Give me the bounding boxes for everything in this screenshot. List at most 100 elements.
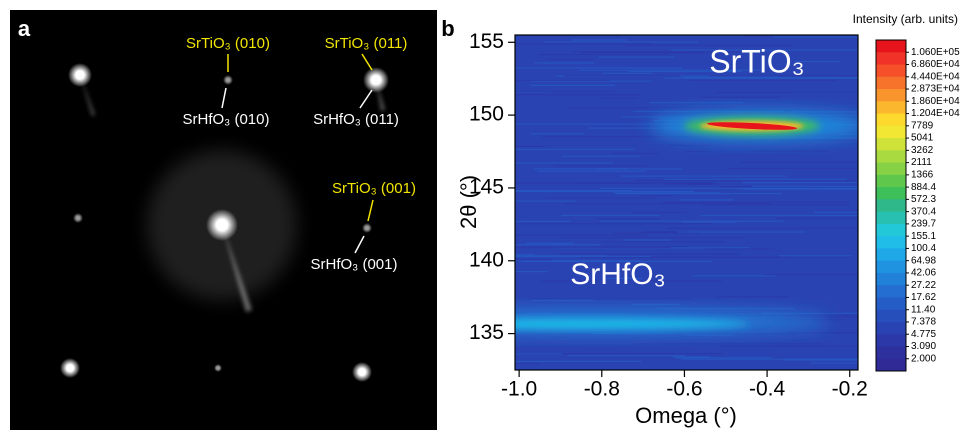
colorbar-swatch (876, 187, 906, 200)
y-tick-label: 155 (469, 30, 504, 53)
colorbar-label: 100.4 (911, 243, 936, 254)
noise-streak (602, 73, 652, 74)
noise-streak (689, 80, 837, 81)
colorbar-swatch (876, 163, 906, 176)
noise-streak (773, 36, 928, 37)
noise-streak (598, 218, 659, 219)
noise-streak (485, 256, 650, 257)
colorbar-swatch (876, 346, 906, 359)
noise-streak (633, 304, 680, 305)
colorbar-label: 884.4 (911, 182, 936, 193)
noise-streak (784, 359, 860, 360)
colorbar-label: 7.378 (911, 317, 936, 328)
noise-streak (716, 92, 861, 93)
colorbar-label: 5041 (911, 133, 934, 144)
x-tick-label: -0.6 (666, 378, 702, 401)
noise-streak (633, 111, 785, 112)
noise-streak (701, 215, 900, 216)
noise-streak (662, 202, 849, 203)
colorbar-swatch (876, 285, 906, 298)
x-tick-label: -0.2 (832, 378, 868, 401)
noise-streak (423, 94, 641, 95)
colorbar-label: 1.060E+05 (911, 47, 960, 58)
colorbar-label: 27.22 (911, 280, 936, 291)
colorbar-swatch (876, 261, 906, 274)
noise-streak (788, 111, 889, 112)
noise-streak (622, 175, 786, 176)
colorbar-label: 42.06 (911, 268, 936, 279)
noise-streak (616, 193, 781, 194)
colorbar-swatch (876, 101, 906, 114)
colorbar-swatch (876, 89, 906, 102)
colorbar-label: 239.7 (911, 219, 936, 230)
noise-streak (520, 223, 712, 224)
colorbar-label: 6.860E+04 (911, 59, 960, 70)
peak-annotation: SrTiO₃ (709, 43, 804, 79)
colorbar-swatch (876, 126, 906, 139)
noise-streak (633, 343, 821, 344)
colorbar-label: 11.40 (911, 304, 936, 315)
noise-streak (479, 162, 613, 163)
y-tick-label: 145 (469, 175, 504, 198)
noise-streak (657, 308, 795, 309)
colorbar-label: 17.62 (911, 292, 936, 303)
colorbar-label: 3262 (911, 145, 934, 156)
noise-streak (446, 361, 641, 362)
noise-streak (600, 221, 783, 222)
x-axis-label: Omega (°) (635, 403, 737, 428)
noise-streak (641, 195, 673, 196)
noise-streak (545, 41, 698, 42)
noise-streak (612, 153, 658, 154)
noise-streak (482, 43, 653, 44)
colorbar-swatch (876, 334, 906, 347)
page: {"panel_a": {"label": "a", "spot_labels"… (0, 0, 965, 434)
noise-streak (546, 59, 595, 60)
noise-streak (534, 168, 682, 169)
noise-streak (508, 191, 694, 192)
noise-streak (530, 300, 593, 301)
noise-streak (538, 54, 667, 55)
noise-streak (531, 133, 585, 134)
noise-streak (623, 239, 670, 240)
noise-streak (692, 275, 776, 276)
colorbar-swatch (876, 150, 906, 163)
colorbar-label: 7789 (911, 120, 934, 131)
noise-streak (776, 218, 933, 219)
noise-streak (718, 296, 788, 297)
noise-streak (530, 85, 615, 86)
spot-label: SrHfO₃ (010) (183, 111, 270, 128)
colorbar-label: 1.860E+04 (911, 96, 960, 107)
colorbar-swatch (876, 114, 906, 127)
noise-streak (664, 179, 847, 180)
noise-streak (686, 335, 733, 336)
colorbar-swatch (876, 322, 906, 335)
noise-streak (554, 165, 646, 166)
figure: a SrTiO₃ (010) SrHfO₃ (010) SrTiO₃ (011)… (0, 0, 965, 434)
noise-streak (559, 254, 739, 255)
noise-streak (481, 235, 647, 236)
noise-streak (634, 180, 856, 181)
noise-streak (705, 248, 774, 249)
panel-label: b (441, 16, 454, 41)
noise-streak (752, 186, 870, 187)
colorbar-swatch (876, 248, 906, 261)
noise-streak (687, 183, 720, 184)
noise-streak (469, 353, 562, 354)
noise-streak (430, 80, 609, 81)
noise-streak (602, 241, 724, 242)
colorbar-label: 2.873E+04 (911, 84, 960, 95)
colorbar-label: 155.1 (911, 231, 936, 242)
spot-label: SrHfO₃ (011) (313, 111, 399, 128)
colorbar-label: 3.090 (911, 341, 936, 352)
noise-streak (667, 228, 878, 229)
colorbar-swatch (876, 138, 906, 151)
noise-streak (650, 102, 743, 103)
noise-streak (743, 182, 863, 183)
noise-streak (562, 237, 744, 238)
noise-streak (667, 145, 713, 146)
noise-streak (633, 212, 687, 213)
colorbar-label: 2.000 (911, 353, 936, 364)
noise-streak (695, 333, 796, 334)
colorbar-swatch (876, 77, 906, 90)
noise-streak (702, 97, 779, 98)
